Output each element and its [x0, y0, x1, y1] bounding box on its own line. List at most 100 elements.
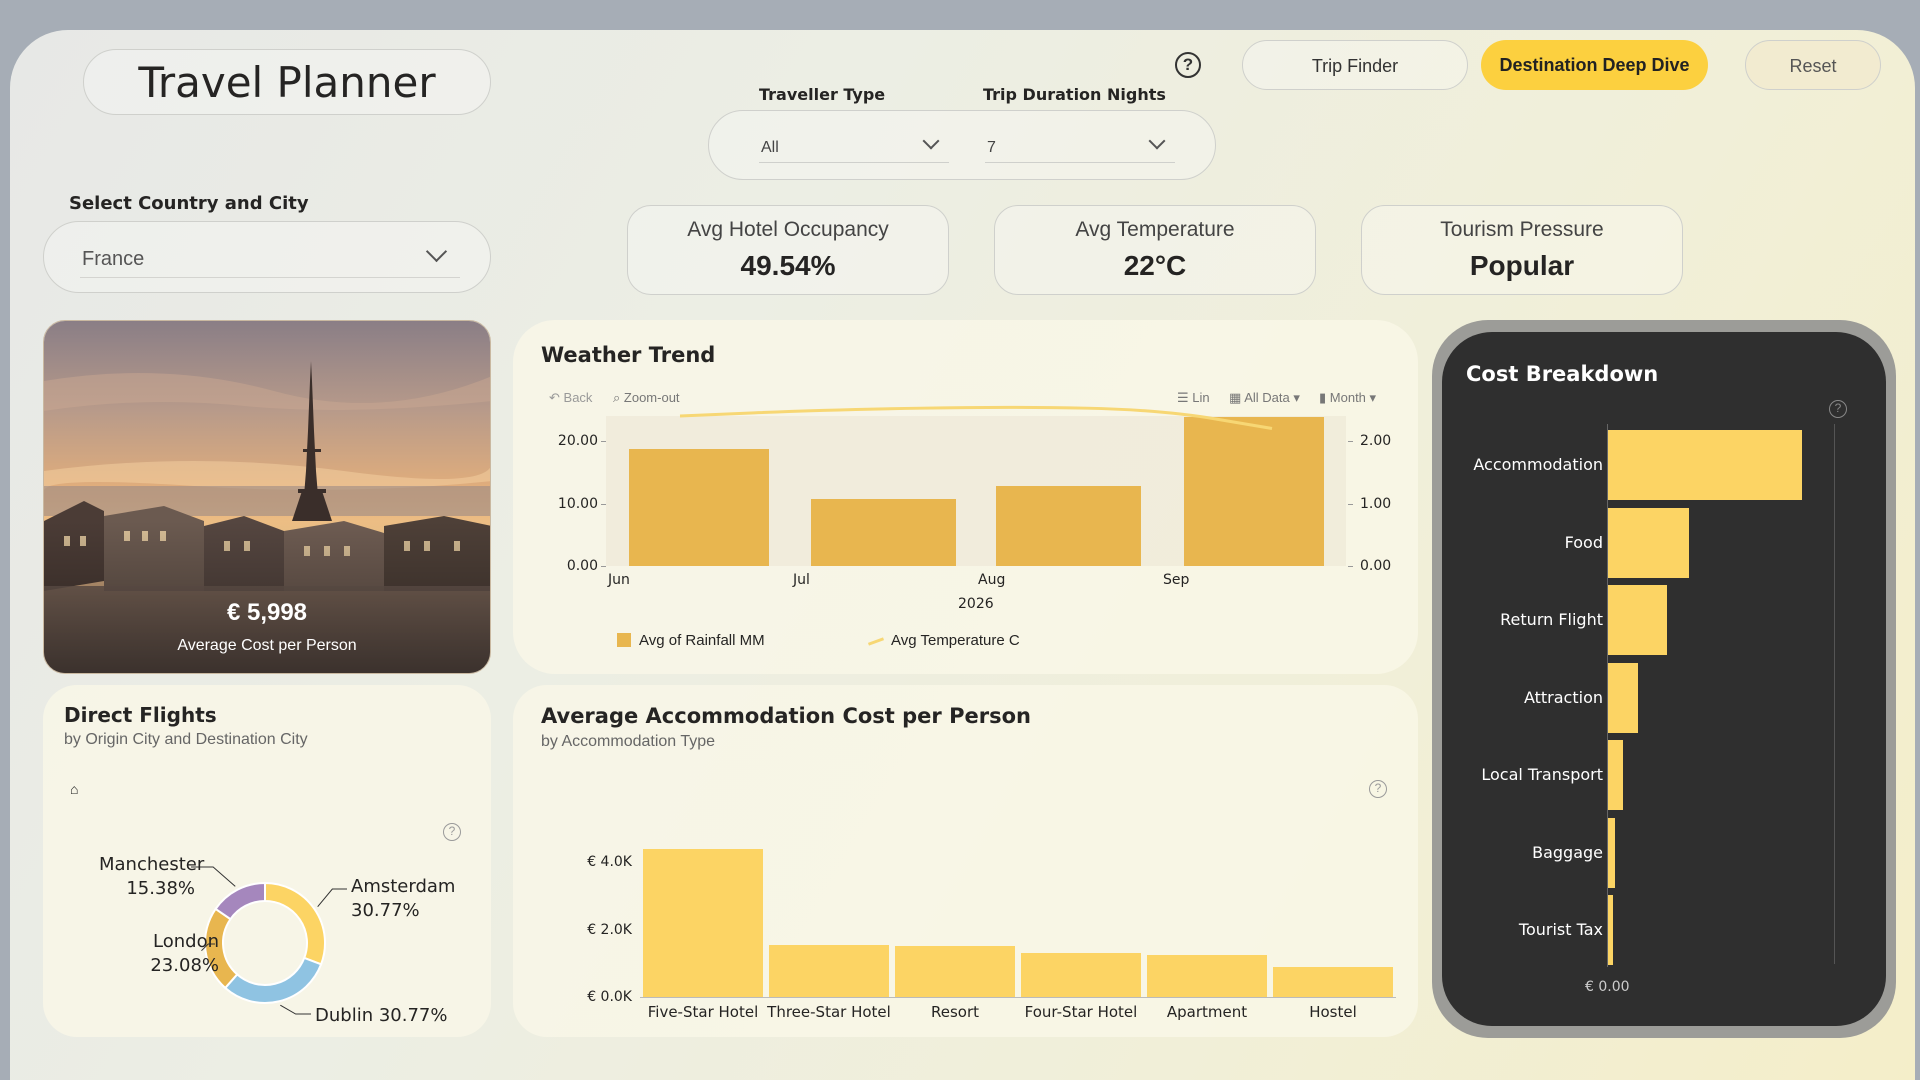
kpi-value: 49.54%: [740, 250, 836, 281]
cost-bar: [1607, 507, 1689, 578]
cost-bar: [1607, 430, 1802, 500]
kpi-label: Tourism Pressure: [1440, 218, 1604, 241]
chevron-down-icon: [1148, 132, 1166, 150]
donut-label: Manchester 15.38%: [99, 853, 205, 901]
x-tick-label: Five-Star Hotel: [647, 1003, 759, 1021]
donut-leader-line: [317, 888, 347, 907]
back-arrow-icon: ↶: [549, 390, 560, 405]
dashboard-canvas: Travel Planner Traveller Type Trip Durat…: [10, 30, 1915, 1080]
x-tick-label: Four-Star Hotel: [1024, 1003, 1138, 1021]
flights-title: Direct Flights: [64, 703, 217, 727]
donut-label: Amsterdam 30.77%: [351, 875, 455, 923]
donut-slice[interactable]: [223, 956, 323, 1004]
donut-label-city: Manchester: [99, 854, 205, 875]
traveller-type-value: All: [761, 139, 779, 156]
cost-category-label: Return Flight: [1500, 610, 1603, 629]
y-left-tick: 20.00: [557, 433, 598, 449]
zoom-out-label: Zoom-out: [623, 390, 680, 405]
y-tick-label: € 2.0K: [587, 921, 632, 938]
x-tick-label: € 0.00: [1585, 978, 1630, 995]
accommodation-bar: [895, 945, 1015, 997]
x-tick-label: Aug: [978, 572, 1006, 588]
reset-label: Reset: [1789, 56, 1837, 76]
rainfall-bar: [996, 486, 1141, 566]
y-left-tick: 0.00: [566, 558, 598, 574]
country-select-label: Select Country and City: [69, 193, 309, 214]
x-tick-label: Sep: [1163, 572, 1190, 588]
accommodation-bar: [1021, 953, 1141, 997]
cost-breakdown-panel: Cost Breakdown ? Accommodation Food Return…: [1442, 332, 1886, 1026]
legend-swatch-rainfall: [617, 633, 631, 647]
trip-duration-dropdown[interactable]: 7: [985, 129, 1175, 163]
donut-slice[interactable]: [214, 881, 266, 921]
deep-dive-label: Destination Deep Dive: [1499, 55, 1690, 75]
y-left-tick-mark: [601, 503, 606, 505]
bar-chart-icon: ▮: [1319, 390, 1327, 405]
temperature-line-svg: [679, 405, 1273, 430]
cost-category-label: Baggage: [1532, 842, 1603, 862]
reset-button[interactable]: Reset: [1745, 40, 1881, 90]
cost-bar: [1607, 817, 1615, 888]
y-right-tick-mark: [1348, 503, 1353, 505]
accommodation-plot: Five-Star Hotel Three-Star Hotel Resort Fou…: [513, 685, 1418, 1037]
donut-label-city: London: [153, 931, 219, 952]
accommodation-title: Average Accommodation Cost per Person: [541, 704, 1031, 728]
cost-category-label: Accommodation: [1473, 455, 1603, 474]
traveller-type-label: Traveller Type: [759, 85, 886, 104]
country-dropdown[interactable]: France: [80, 238, 460, 278]
help-icon[interactable]: ?: [1175, 52, 1201, 78]
y-right-tick-mark: [1348, 441, 1353, 442]
donut-label-pct: 23.08%: [150, 955, 219, 976]
donut-label-pct: 15.38%: [126, 878, 195, 899]
zoom-out-button[interactable]: ⌕ Zoom-out: [613, 390, 680, 406]
app-title: Travel Planner: [138, 58, 436, 107]
cost-title: Cost Breakdown: [1466, 362, 1659, 386]
trip-finder-label: Trip Finder: [1311, 56, 1399, 76]
help-icon[interactable]: ?: [1829, 400, 1847, 418]
donut-leader-line: [280, 1004, 311, 1015]
home-icon[interactable]: ⌂: [70, 781, 79, 797]
cost-scroll-track[interactable]: [1834, 424, 1835, 964]
donut-slice[interactable]: [264, 881, 326, 966]
direct-flights-card: Direct Flights by Origin City and Destin…: [43, 685, 491, 1037]
traveller-type-dropdown[interactable]: All: [759, 129, 949, 163]
flights-donut: Amsterdam 30.77% Dublin 30.77% London 23.08%…: [43, 685, 491, 1037]
period-label: Month: [1329, 390, 1366, 405]
scale-label: Lin: [1192, 390, 1210, 405]
y-left-tick-mark: [601, 441, 606, 442]
kpi-card-occupancy: Avg Hotel Occupancy 49.54%: [627, 205, 949, 295]
help-icon[interactable]: ?: [1369, 780, 1387, 798]
y-left-tick: 10.00: [557, 495, 598, 512]
country-value: France: [82, 248, 145, 270]
calendar-icon: ▦: [1229, 390, 1242, 405]
weather-trend-card: Weather Trend ↶ Back ⌕ Zoom-out ☰ Lin ▦ …: [513, 320, 1418, 674]
kpi-value: Popular: [1469, 250, 1575, 281]
trip-finder-button[interactable]: Trip Finder: [1242, 40, 1468, 90]
paris-skyline-image: [44, 321, 490, 673]
cost-axis-line: [1607, 424, 1608, 967]
cost-bar: [1607, 740, 1623, 810]
accommodation-card: Average Accommodation Cost per Person by…: [513, 685, 1418, 1037]
accommodation-bar: [1273, 966, 1393, 997]
kpi-label: Avg Hotel Occupancy: [687, 218, 889, 241]
filter-container: All 7: [708, 110, 1216, 180]
back-label: Back: [563, 390, 593, 405]
cost-category-label: Attraction: [1523, 687, 1603, 707]
cost-breakdown-frame: Cost Breakdown ? Accommodation Food Return…: [1432, 320, 1896, 1038]
deep-dive-button[interactable]: Destination Deep Dive: [1481, 40, 1708, 90]
help-icon[interactable]: ?: [443, 823, 461, 841]
cost-plot: Accommodation Food Return Flight Attraction…: [1442, 332, 1886, 1026]
rainfall-bar: [811, 498, 956, 566]
back-button[interactable]: ↶ Back: [549, 390, 592, 406]
trip-duration-value: 7: [987, 139, 996, 156]
flights-subtitle: by Origin City and Destination City: [64, 731, 308, 748]
country-select-container: France: [43, 221, 491, 293]
period-dropdown[interactable]: ▮ Month ▾: [1319, 390, 1377, 405]
x-tick-label: Three-Star Hotel: [767, 1003, 891, 1021]
range-label: All Data: [1244, 390, 1290, 405]
y-right-tick-mark: [1348, 566, 1353, 567]
range-dropdown[interactable]: ▦ All Data ▾: [1229, 390, 1300, 405]
rainfall-bar: [628, 448, 769, 566]
donut-leader-line: [201, 943, 215, 952]
scale-toggle[interactable]: ☰ Lin: [1177, 390, 1210, 406]
